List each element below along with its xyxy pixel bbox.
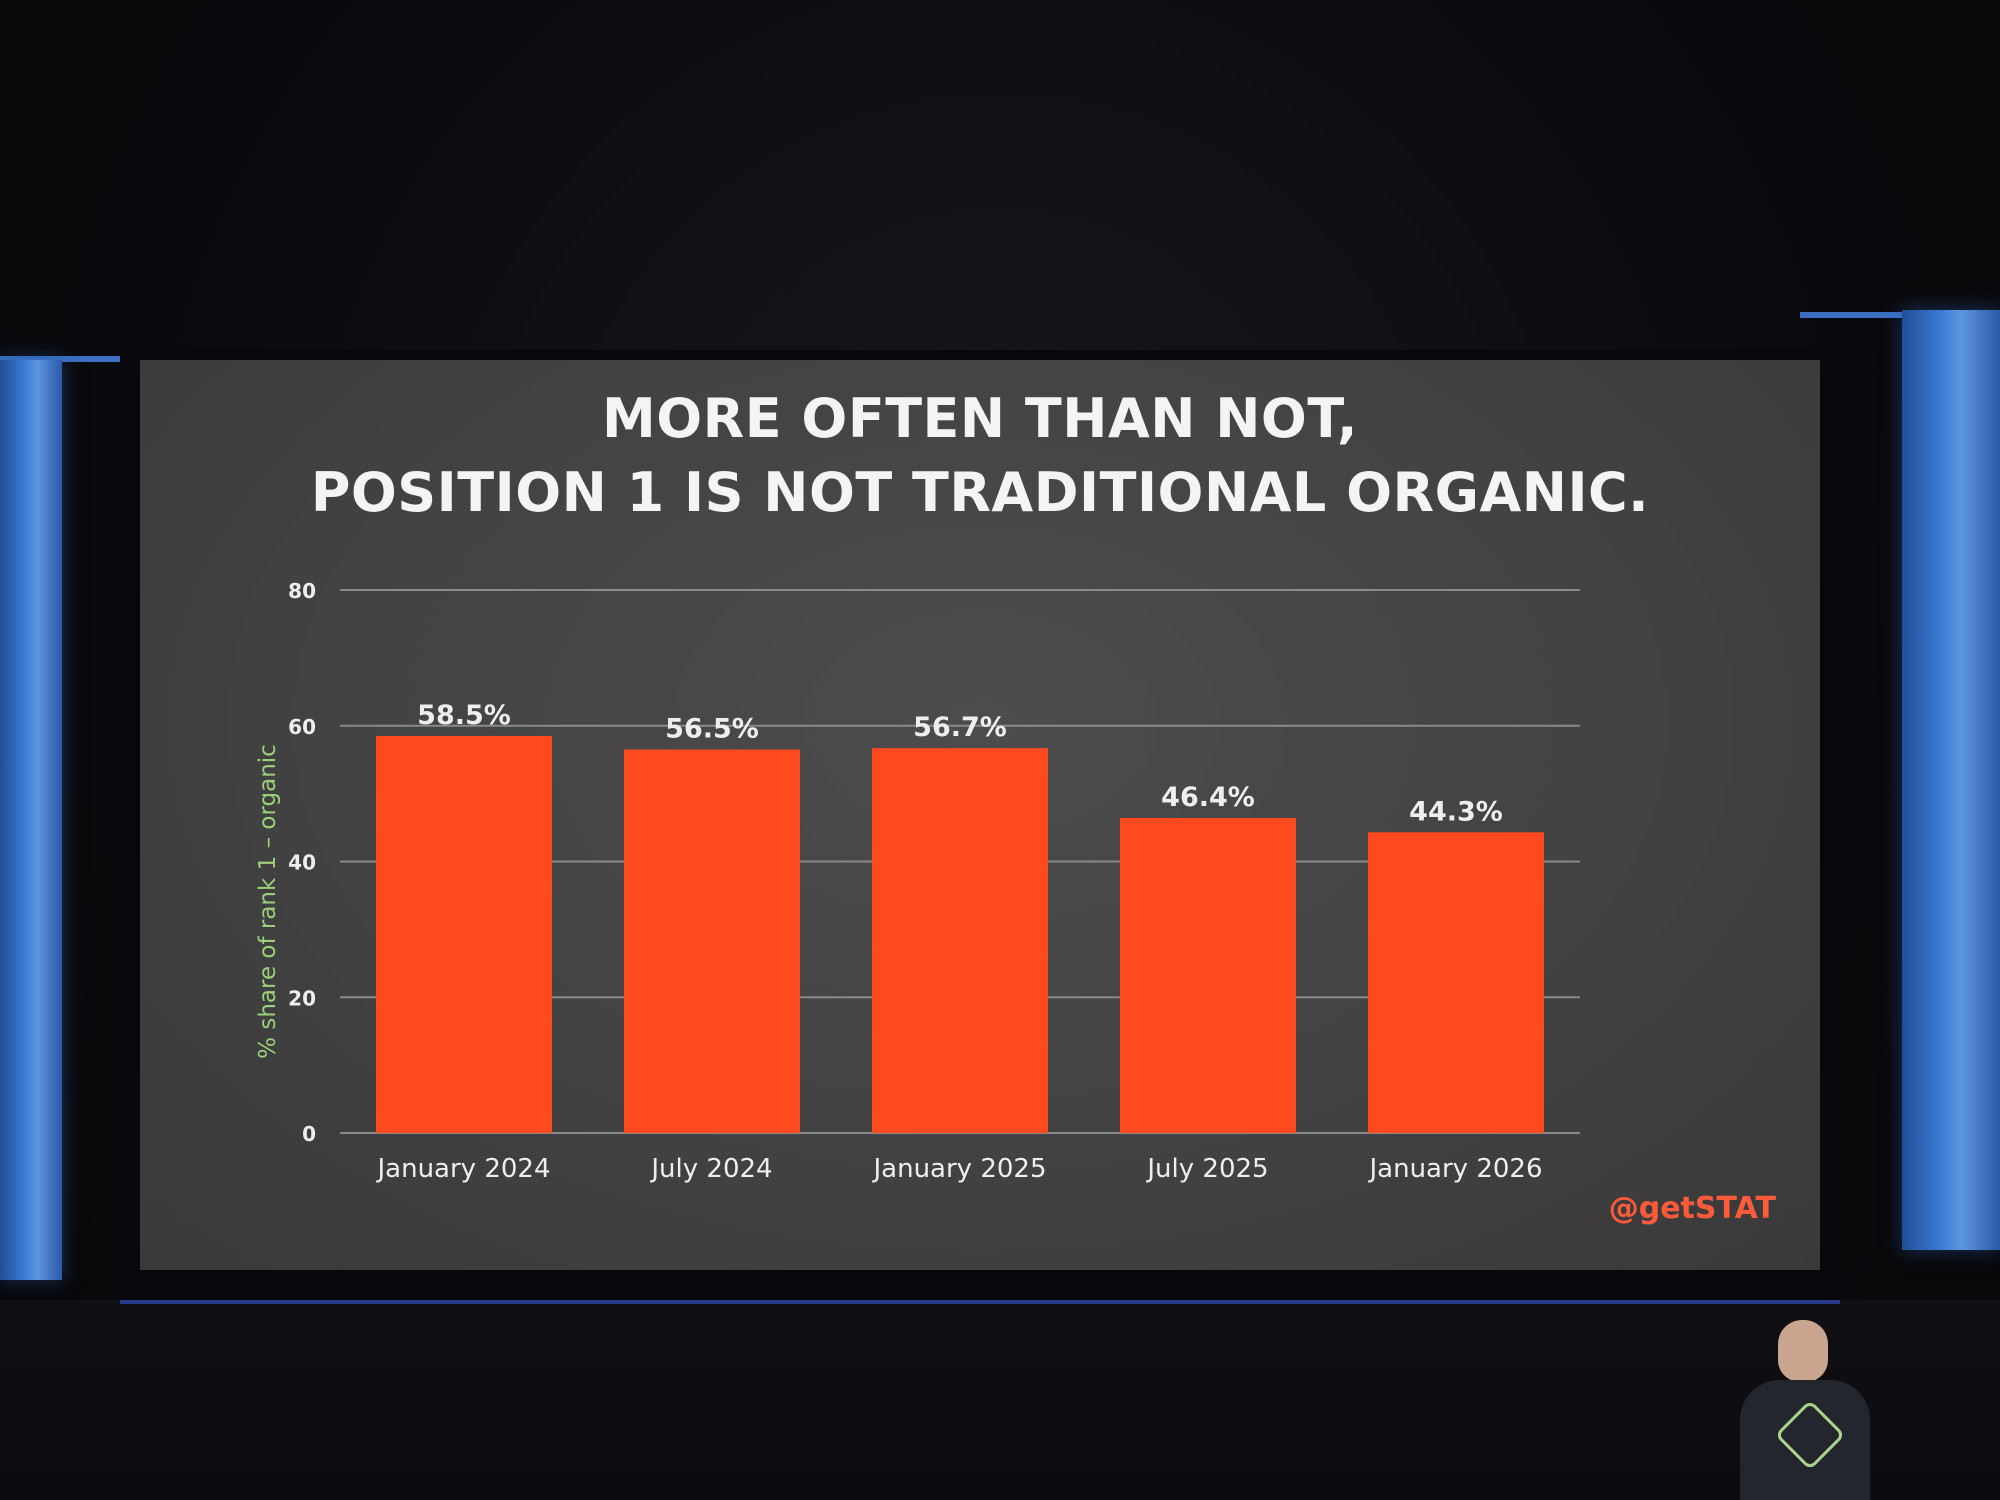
x-category-label: July 2024 bbox=[649, 1154, 772, 1184]
bar-value-label: 58.5% bbox=[417, 700, 511, 731]
bar-2 bbox=[624, 749, 800, 1133]
banner-rod-right bbox=[1800, 312, 2000, 318]
y-tick-label: 40 bbox=[288, 851, 316, 875]
banner-right bbox=[1902, 310, 2000, 1250]
bar-value-label: 56.5% bbox=[665, 714, 759, 745]
x-category-label: January 2025 bbox=[872, 1154, 1047, 1184]
slide-title-line-1: MORE OFTEN THAN NOT, bbox=[602, 387, 1358, 450]
bar-value-label: 44.3% bbox=[1409, 796, 1503, 827]
watermark-handle: @getSTAT bbox=[1608, 1191, 1776, 1226]
x-category-label: July 2025 bbox=[1145, 1154, 1268, 1184]
stage-floor bbox=[0, 1300, 2000, 1500]
bar-3 bbox=[872, 748, 1048, 1133]
y-tick-label: 20 bbox=[288, 986, 316, 1010]
y-axis-label: % share of rank 1 – organic bbox=[255, 744, 281, 1059]
slide-title-line-2: POSITION 1 IS NOT TRADITIONAL ORGANIC. bbox=[310, 461, 1650, 524]
x-category-label: January 2026 bbox=[1368, 1154, 1543, 1184]
speaker-figure bbox=[1730, 1320, 1880, 1500]
y-tick-label: 60 bbox=[288, 715, 316, 739]
bar-1 bbox=[376, 735, 552, 1133]
shirt-logo-icon bbox=[1774, 1399, 1846, 1471]
bar-5 bbox=[1368, 832, 1544, 1133]
bar-4 bbox=[1120, 818, 1296, 1133]
bar-value-label: 56.7% bbox=[913, 712, 1007, 743]
bar-chart: 0 20 40 60 80 % share of rank 1 – organic 58.5… bbox=[255, 579, 1580, 1184]
x-category-label: January 2024 bbox=[376, 1154, 551, 1184]
bar-value-label: 46.4% bbox=[1161, 782, 1255, 813]
speaker-head bbox=[1778, 1320, 1828, 1382]
y-tick-label: 0 bbox=[302, 1122, 316, 1146]
speaker-body bbox=[1740, 1380, 1870, 1500]
banner-left bbox=[0, 360, 62, 1280]
projection-screen: MORE OFTEN THAN NOT, POSITION 1 IS NOT T… bbox=[140, 360, 1820, 1270]
banner-rod-left bbox=[0, 356, 130, 362]
y-tick-label: 80 bbox=[288, 579, 316, 603]
slide-title: MORE OFTEN THAN NOT, POSITION 1 IS NOT T… bbox=[140, 382, 1820, 530]
